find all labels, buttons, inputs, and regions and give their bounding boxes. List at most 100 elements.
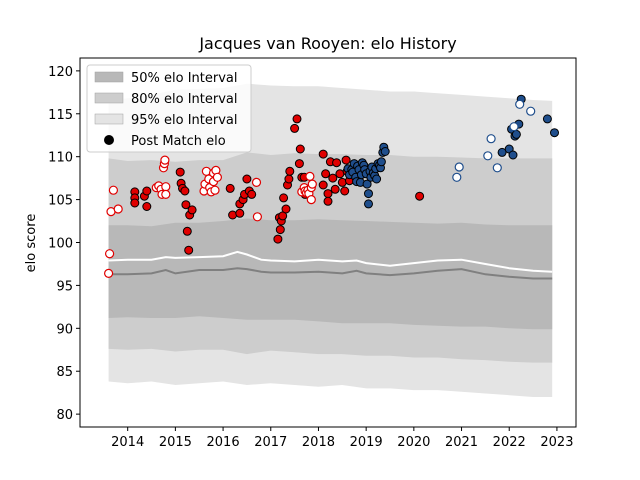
post-match-elo-point xyxy=(228,210,238,220)
post-match-elo-point xyxy=(247,189,257,199)
post-match-elo-point xyxy=(225,183,235,193)
band-50-interval xyxy=(108,218,553,330)
post-match-elo-point xyxy=(104,249,115,259)
x-tick-label: 2021 xyxy=(445,435,478,450)
post-match-elo-point xyxy=(542,114,552,124)
mean-elo-line xyxy=(108,250,553,273)
post-match-elo-point xyxy=(285,166,295,176)
post-match-elo-point xyxy=(113,204,123,214)
x-tick-label: 2023 xyxy=(540,435,573,450)
post-match-elo-point xyxy=(290,123,300,133)
post-match-elo-point xyxy=(362,179,372,189)
post-match-elo-point xyxy=(242,174,252,184)
y-tick-label: 100 xyxy=(48,237,73,252)
post-match-elo-point xyxy=(550,128,559,138)
x-tick-label: 2020 xyxy=(397,435,430,450)
post-match-elo-point xyxy=(321,169,331,179)
legend-swatch-band xyxy=(94,113,124,125)
x-tick-label: 2022 xyxy=(493,435,526,450)
post-match-elo-point xyxy=(180,186,190,196)
legend-swatch-marker xyxy=(104,135,114,145)
post-match-elo-point xyxy=(372,174,382,184)
post-match-elo-point xyxy=(323,189,333,199)
legend-swatch-band xyxy=(94,92,124,104)
post-match-elo-point xyxy=(251,177,262,187)
x-tick-label: 2018 xyxy=(302,435,335,450)
post-match-elo-point xyxy=(415,191,425,201)
post-match-elo-point xyxy=(492,163,502,173)
y-tick-label: 115 xyxy=(48,108,73,123)
post-match-elo-point xyxy=(275,225,285,235)
post-match-elo-point xyxy=(452,172,462,182)
post-match-elo-point xyxy=(235,208,245,218)
post-match-elo-point xyxy=(175,167,185,177)
post-match-elo-point xyxy=(184,245,194,255)
post-match-elo-point xyxy=(306,195,316,205)
post-match-elo-point xyxy=(340,186,350,196)
post-match-elo-point xyxy=(294,159,304,169)
data-layer xyxy=(103,83,559,397)
post-match-elo-point xyxy=(305,171,315,181)
legend: 50% elo Interval 80% elo Interval 95% elo … xyxy=(86,64,252,153)
post-match-elo-point xyxy=(160,155,170,165)
post-match-elo-point xyxy=(182,226,192,236)
y-tick-label: 80 xyxy=(56,408,73,423)
post-match-elo-point xyxy=(508,150,518,160)
plot-area: 2014 2015 2016 2017 2018 2019 2020 2021 2022 2023… xyxy=(48,57,577,450)
post-match-elo-point xyxy=(497,147,507,157)
post-match-elo-point xyxy=(330,184,340,194)
x-tick-label: 2014 xyxy=(111,435,144,450)
post-match-elo-point xyxy=(380,147,390,156)
post-match-elo-point xyxy=(273,234,283,244)
post-match-elo-point xyxy=(486,134,496,144)
post-match-elo-point xyxy=(187,205,197,215)
post-match-elo-point xyxy=(337,177,347,187)
post-match-elo-point xyxy=(284,174,294,184)
median-elo-line xyxy=(108,267,553,280)
post-match-elo-point xyxy=(328,173,338,183)
post-match-elo-point xyxy=(515,99,525,109)
x-tick-label: 2016 xyxy=(207,435,240,450)
post-match-elo-point xyxy=(526,106,536,116)
y-tick-label: 85 xyxy=(56,365,73,380)
post-match-elo-point xyxy=(364,199,373,209)
legend-swatch-band xyxy=(94,71,124,83)
chart-title: Jacques van Rooyen: elo History xyxy=(198,34,456,53)
post-match-elo-point xyxy=(341,155,351,165)
legend-label: Post Match elo xyxy=(131,134,226,149)
y-tick-label: 120 xyxy=(48,65,73,80)
post-match-elo-point xyxy=(318,149,328,159)
post-match-elo-point xyxy=(307,179,317,189)
x-tick-label: 2017 xyxy=(254,435,287,450)
y-tick-label: 105 xyxy=(48,194,73,209)
post-match-elo-point xyxy=(279,193,289,203)
post-match-elo-point xyxy=(454,162,464,172)
post-match-elo-point xyxy=(376,157,386,167)
post-match-elo-point xyxy=(181,200,191,210)
post-match-elo-point xyxy=(212,172,222,182)
post-match-elo-point xyxy=(108,185,119,195)
post-match-elo-point xyxy=(295,144,305,154)
y-axis-label: elo score xyxy=(24,214,39,273)
post-match-elo-point xyxy=(252,212,262,222)
post-match-elo-point xyxy=(103,268,114,278)
x-tick-label: 2019 xyxy=(350,435,383,450)
post-match-elo-point xyxy=(281,204,291,214)
y-tick-label: 110 xyxy=(48,151,73,166)
post-match-elo-point xyxy=(483,151,493,161)
post-match-elo-point xyxy=(511,129,521,139)
post-match-elo-point xyxy=(130,198,140,208)
post-match-elo-point xyxy=(364,189,373,199)
legend-label: 80% elo Interval xyxy=(131,92,238,107)
post-match-elo-point xyxy=(509,122,519,132)
legend-label: 50% elo Interval xyxy=(131,71,238,86)
post-match-elo-point xyxy=(142,186,152,196)
post-match-elo-point xyxy=(318,180,328,190)
x-tick-label: 2015 xyxy=(159,435,192,450)
y-tick-label: 90 xyxy=(56,322,73,337)
post-match-elo-point xyxy=(161,189,171,199)
post-match-elo-point xyxy=(142,202,152,211)
y-tick-label: 95 xyxy=(56,279,73,294)
legend-frame xyxy=(86,64,252,153)
